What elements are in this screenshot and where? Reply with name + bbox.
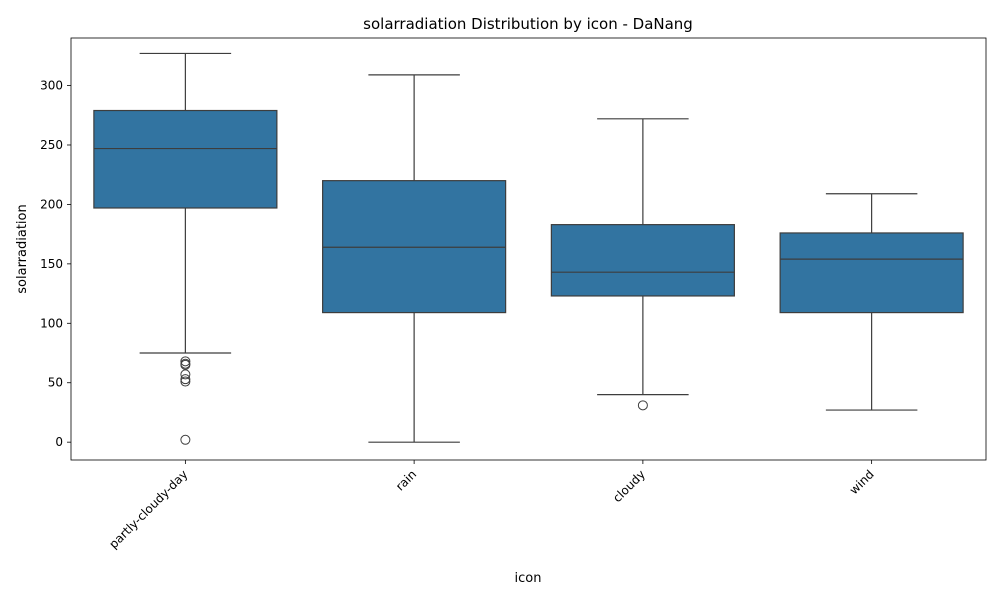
y-tick-label-300: 300 <box>40 79 63 93</box>
chart-title: solarradiation Distribution by icon - Da… <box>363 15 693 33</box>
boxes <box>93 52 964 445</box>
plot-frame <box>70 37 987 461</box>
iqr-box <box>550 224 735 297</box>
y-axis-label: solarradiation <box>15 204 30 293</box>
x-axis-label: icon <box>515 571 542 586</box>
outlier-point <box>180 376 191 387</box>
y-tick-label-100: 100 <box>40 316 63 330</box>
x-tick-label-cloudy: cloudy <box>610 467 648 505</box>
outlier-point <box>180 369 191 380</box>
box-group-wind <box>779 193 964 411</box>
y-tick-label-250: 250 <box>40 138 63 152</box>
y-tick-label-0: 0 <box>55 435 63 449</box>
box-group-partly-cloudy-day <box>93 52 278 445</box>
x-axis: partly-cloudy-day rain cloudy wind <box>106 460 877 551</box>
iqr-box <box>93 109 278 209</box>
outlier-point <box>180 359 191 370</box>
x-tick-label-wind: wind <box>847 467 877 497</box>
y-tick-label-200: 200 <box>40 197 63 211</box>
y-tick-label-150: 150 <box>40 257 63 271</box>
iqr-box <box>779 232 964 314</box>
box-group-cloudy <box>550 118 735 411</box>
outlier-point <box>637 400 648 411</box>
x-tick-label-partly-cloudy-day: partly-cloudy-day <box>106 467 190 551</box>
y-axis: 0 50 100 150 200 250 300 <box>40 79 71 449</box>
outlier-point <box>180 374 191 385</box>
outlier-point <box>180 356 191 367</box>
y-tick-label-50: 50 <box>48 376 63 390</box>
x-tick-label-rain: rain <box>393 467 419 493</box>
outlier-point <box>180 434 191 445</box>
box-group-rain <box>322 74 507 443</box>
